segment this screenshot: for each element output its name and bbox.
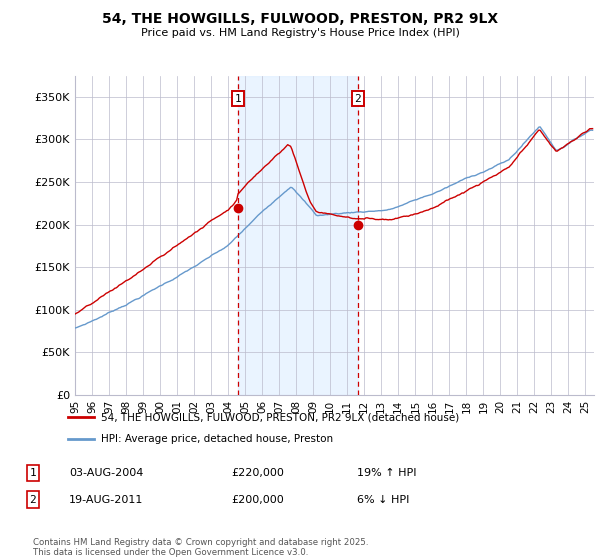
Text: 19-AUG-2011: 19-AUG-2011 [69,494,143,505]
Text: 19% ↑ HPI: 19% ↑ HPI [357,468,416,478]
Text: £220,000: £220,000 [231,468,284,478]
Text: £200,000: £200,000 [231,494,284,505]
Text: 1: 1 [235,94,241,104]
Text: 6% ↓ HPI: 6% ↓ HPI [357,494,409,505]
Text: 2: 2 [29,494,37,505]
Text: 54, THE HOWGILLS, FULWOOD, PRESTON, PR2 9LX: 54, THE HOWGILLS, FULWOOD, PRESTON, PR2 … [102,12,498,26]
Bar [238,76,358,395]
Text: 54, THE HOWGILLS, FULWOOD, PRESTON, PR2 9LX (detached house): 54, THE HOWGILLS, FULWOOD, PRESTON, PR2 … [101,412,459,422]
Text: Price paid vs. HM Land Registry's House Price Index (HPI): Price paid vs. HM Land Registry's House … [140,28,460,38]
Text: HPI: Average price, detached house, Preston: HPI: Average price, detached house, Pres… [101,435,333,444]
Text: 1: 1 [29,468,37,478]
Text: 2: 2 [355,94,361,104]
Text: 03-AUG-2004: 03-AUG-2004 [69,468,143,478]
Text: Contains HM Land Registry data © Crown copyright and database right 2025.
This d: Contains HM Land Registry data © Crown c… [33,538,368,557]
